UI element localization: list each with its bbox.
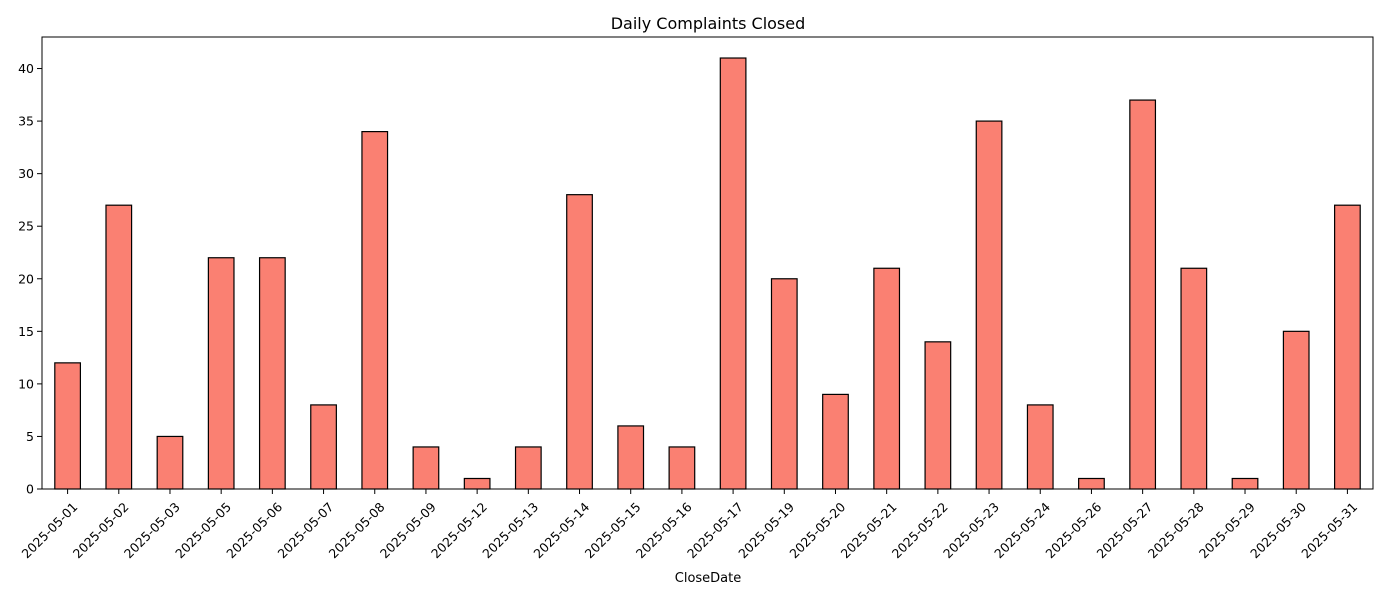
y-tick-label: 15 (18, 324, 34, 339)
bar-2025-05-29 (1231, 477, 1259, 490)
bar-2025-05-16 (668, 446, 696, 490)
bar-2025-05-07 (310, 404, 337, 490)
bar-2025-05-31 (1334, 204, 1361, 490)
bar-2025-05-14 (566, 194, 593, 490)
y-tick-label: 0 (26, 482, 34, 497)
bar-2025-05-17 (719, 57, 747, 490)
x-axis: 2025-05-012025-05-022025-05-032025-05-05… (19, 489, 1360, 561)
bar-2025-05-09 (412, 446, 440, 490)
bar-2025-05-01 (54, 362, 81, 490)
bar-2025-05-08 (361, 131, 389, 490)
bar-2025-05-22 (924, 341, 952, 490)
y-tick-label: 40 (18, 61, 34, 76)
y-tick-label: 35 (18, 114, 34, 129)
y-tick-label: 10 (18, 376, 34, 391)
bar-2025-05-13 (514, 446, 542, 490)
x-axis-label: CloseDate (675, 571, 742, 586)
y-tick-label: 25 (18, 219, 34, 234)
bar-2025-05-20 (822, 393, 849, 490)
y-tick-label: 5 (26, 429, 34, 444)
chart-title: Daily Complaints Closed (611, 14, 806, 33)
bar-2025-05-26 (1078, 477, 1105, 490)
bar-2025-05-23 (975, 120, 1003, 490)
bar-2025-05-28 (1180, 267, 1208, 490)
bar-2025-05-05 (207, 257, 235, 490)
y-tick-label: 30 (18, 166, 34, 181)
bar-2025-05-15 (617, 425, 645, 490)
bars-group (54, 57, 1361, 490)
bar-2025-05-03 (156, 435, 184, 490)
bar-2025-05-21 (873, 267, 901, 490)
bar-2025-05-06 (258, 257, 286, 490)
y-axis: 0 5 10 15 20 25 30 35 40 (18, 61, 42, 497)
bar-2025-05-02 (105, 204, 133, 490)
bar-2025-05-30 (1282, 330, 1310, 490)
bar-2025-05-12 (463, 477, 491, 490)
bar-2025-05-27 (1129, 99, 1157, 490)
bar-2025-05-24 (1026, 404, 1054, 490)
bar-2025-05-19 (770, 278, 798, 490)
y-tick-label: 20 (18, 271, 34, 286)
plot-frame (41, 36, 1374, 490)
